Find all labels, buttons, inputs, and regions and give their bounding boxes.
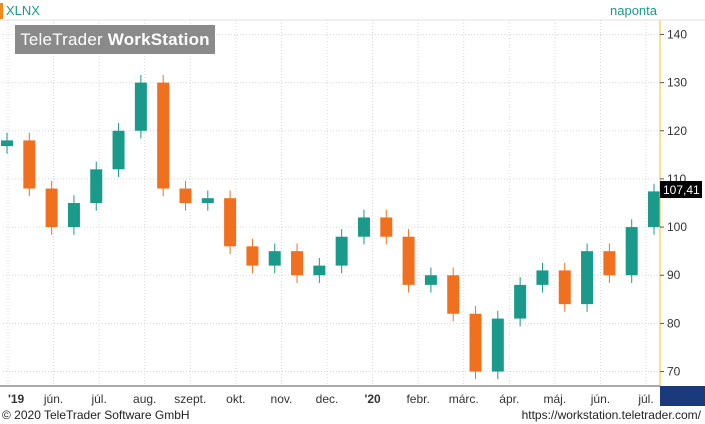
candle	[558, 262, 571, 312]
x-tick-label: jún.	[43, 392, 63, 406]
candle	[514, 277, 527, 327]
source-url[interactable]: https://workstation.teletrader.com/	[521, 408, 701, 422]
x-tick-label: szept.	[174, 392, 206, 406]
candle-body	[491, 318, 504, 372]
candle-body	[224, 198, 237, 247]
x-tick-label: '20	[364, 392, 381, 406]
y-tick-label: 100	[667, 220, 687, 234]
candle	[23, 132, 36, 197]
last-price-label: 107,41	[660, 181, 702, 198]
y-tick-label: 90	[667, 268, 681, 282]
candle	[536, 262, 549, 293]
candle-body	[469, 313, 482, 372]
candle	[581, 243, 594, 312]
candle	[45, 180, 58, 235]
candle-body	[157, 82, 170, 189]
candle	[469, 306, 482, 380]
watermark-bold: WorkStation	[107, 30, 210, 49]
x-tick-label: okt.	[226, 392, 245, 406]
candle-body	[447, 275, 460, 314]
candle-body	[201, 198, 214, 203]
x-tick-labels: '19 jún. júl. aug. szept. okt. nov. dec. '20 febr…	[8, 392, 654, 406]
candle-body	[23, 140, 36, 189]
candle	[291, 243, 304, 283]
candle-body	[90, 169, 103, 203]
candle	[90, 161, 103, 211]
y-tick-label: 70	[667, 365, 681, 379]
candle-body	[558, 270, 571, 305]
x-tick-label: jún.	[590, 392, 610, 406]
candle-body	[45, 188, 58, 228]
ticker-color-bar	[0, 3, 3, 19]
candle	[112, 123, 125, 177]
candle	[246, 238, 259, 274]
x-tick-label: aug.	[133, 392, 156, 406]
x-tick-label: márc.	[449, 392, 479, 406]
y-tick-label: 120	[667, 124, 687, 138]
copyright-text: © 2020 TeleTrader Software GmbH	[2, 408, 190, 422]
watermark-logo: TeleTrader WorkStation	[15, 25, 215, 54]
candle	[648, 183, 660, 235]
candle-body	[1, 140, 13, 147]
candle	[357, 209, 370, 245]
candle-body	[112, 130, 125, 170]
candle	[179, 180, 192, 211]
candle-body	[536, 270, 549, 285]
candle	[424, 267, 437, 293]
candle-body	[380, 217, 393, 237]
axes	[0, 19, 705, 406]
candle	[224, 190, 237, 255]
y-tick-label: 80	[667, 316, 681, 330]
candle	[625, 219, 638, 283]
candle	[603, 243, 616, 283]
candle	[380, 209, 393, 245]
candle-body	[625, 227, 638, 276]
candle-body	[67, 203, 80, 228]
candle	[447, 267, 460, 322]
candle	[313, 257, 326, 283]
candle-body	[291, 251, 304, 276]
x-tick-label: dec.	[316, 392, 339, 406]
x-tick-label: máj.	[544, 392, 567, 406]
candle-body	[179, 188, 192, 203]
period-label[interactable]: naponta	[610, 3, 657, 18]
candle-body	[246, 246, 259, 266]
watermark-regular: TeleTrader	[20, 30, 108, 49]
ticker-symbol[interactable]: XLNX	[6, 3, 40, 18]
candle	[1, 132, 13, 154]
candle-body	[134, 82, 147, 131]
candle	[157, 74, 170, 197]
candles	[1, 74, 660, 380]
last-price-value: 107,41	[663, 183, 700, 197]
candle-body	[268, 251, 281, 266]
candle-body	[335, 236, 348, 266]
candle	[402, 229, 415, 293]
last-price-bg	[660, 181, 702, 198]
x-tick-label: febr.	[406, 392, 429, 406]
candle-body	[313, 265, 326, 276]
candle-body	[357, 217, 370, 237]
candle-body	[514, 284, 527, 319]
y-axis-footer-block	[660, 386, 705, 406]
candle	[134, 74, 147, 139]
candle	[201, 190, 214, 211]
candle	[335, 229, 348, 274]
x-tick-label: júl.	[637, 392, 653, 406]
candle-body	[581, 251, 594, 305]
candle	[67, 195, 80, 235]
x-tick-label: júl.	[90, 392, 106, 406]
candle	[491, 310, 504, 380]
candle-body	[648, 191, 660, 228]
x-tick-label: '19	[8, 392, 25, 406]
candle	[268, 243, 281, 274]
y-tick-label: 140	[667, 27, 687, 41]
x-tick-label: nov.	[271, 392, 293, 406]
candle-body	[603, 251, 616, 276]
x-tick-label: ápr.	[499, 392, 519, 406]
candle-body	[424, 275, 437, 285]
y-tick-label: 130	[667, 76, 687, 90]
candle-body	[402, 236, 415, 285]
